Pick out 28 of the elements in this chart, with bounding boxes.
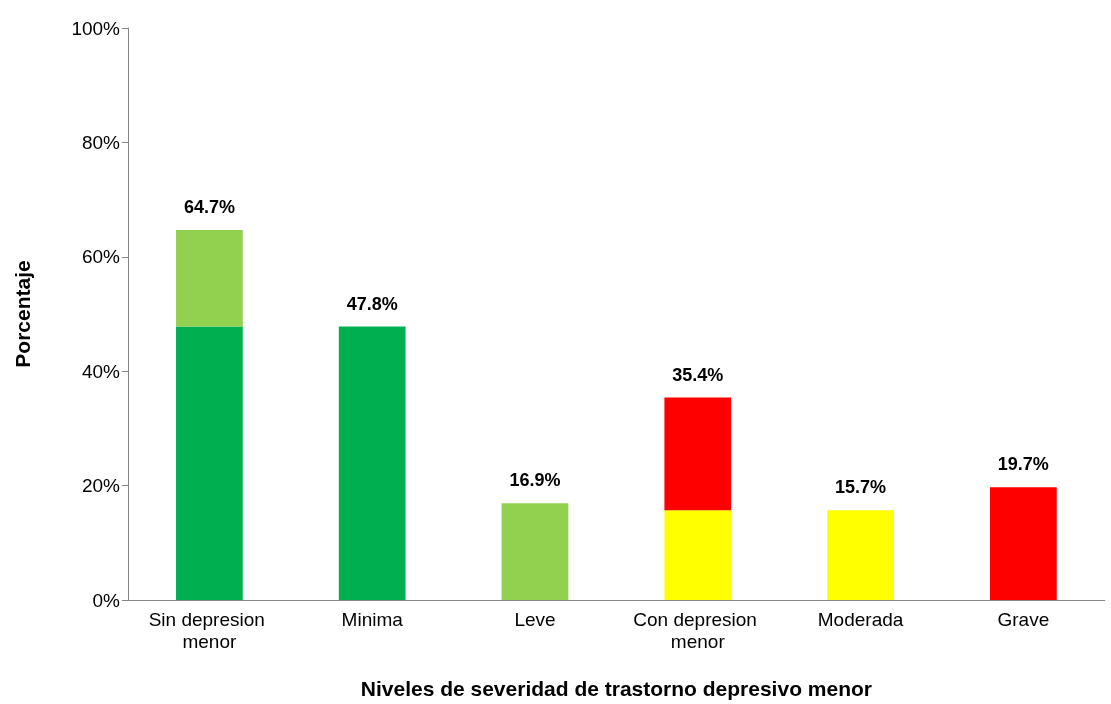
- y-tick-label: 80%: [81, 131, 121, 153]
- x-tick-label: Leve: [514, 608, 556, 630]
- bar: [501, 503, 569, 600]
- bar: [338, 326, 406, 600]
- y-tick-label: 20%: [81, 475, 121, 497]
- total-label: 19.7%: [997, 454, 1049, 475]
- total-label: 35.4%: [672, 364, 724, 385]
- y-tick-label: 100%: [71, 17, 121, 39]
- x-tick-label: Moderada: [817, 608, 904, 630]
- total-label: 47.8%: [346, 293, 398, 314]
- bar: [827, 510, 894, 600]
- x-tick-label: Con depresion menor: [633, 608, 763, 652]
- y-axis-title: Porcentaje: [11, 260, 34, 368]
- bar: [989, 487, 1057, 600]
- total-label: 16.9%: [509, 470, 561, 491]
- y-tick-label: 40%: [81, 360, 121, 382]
- x-tick-label: Minima: [341, 608, 404, 630]
- x-tick-label: Grave: [997, 608, 1050, 630]
- y-tick-label: 0%: [92, 589, 121, 611]
- total-label: 15.7%: [835, 477, 887, 498]
- y-tick-label: 60%: [81, 246, 121, 268]
- bar: [664, 510, 732, 600]
- x-tick-label: Sin depresion menor: [148, 608, 271, 652]
- bar: [176, 326, 243, 600]
- bar: [664, 397, 732, 511]
- total-label: 64.7%: [183, 196, 235, 217]
- x-axis-title: Niveles de severidad de trastorno depresivo menor: [360, 677, 872, 700]
- bar: [176, 229, 243, 327]
